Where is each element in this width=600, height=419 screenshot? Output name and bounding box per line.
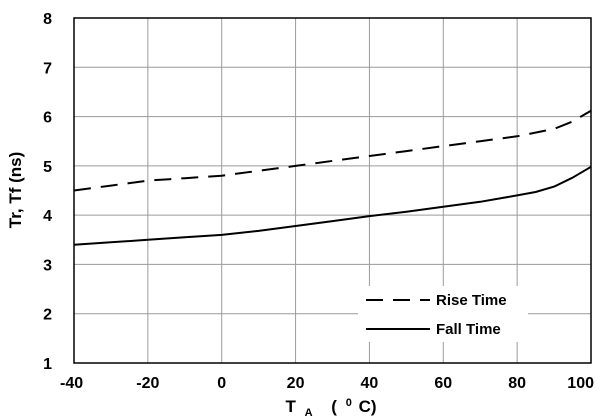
legend: Rise Time Fall Time	[358, 286, 528, 342]
x-axis-title-subscript: A	[305, 407, 313, 419]
y-tick-label: 4	[43, 208, 52, 225]
y-tick-label: 8	[43, 11, 52, 28]
y-tick-label: 6	[43, 110, 52, 127]
series-layer	[73, 109, 592, 246]
x-axis-title-main: T	[285, 397, 296, 416]
grid	[73, 17, 592, 364]
legend-label-rise-time: Rise Time	[436, 292, 507, 309]
y-tick-label: 5	[43, 159, 52, 176]
y-tick-label: 3	[43, 257, 52, 274]
legend-background	[358, 286, 528, 342]
x-tick-label: 60	[434, 375, 452, 392]
y-axis-title: Tr, Tf (ns)	[6, 152, 25, 229]
series-line-rise-time	[73, 109, 592, 192]
x-axis-title-unit-close: C)	[359, 397, 377, 416]
x-tick-label: -20	[136, 375, 159, 392]
y-tick-label: 2	[43, 307, 52, 324]
x-tick-label: 0	[217, 375, 226, 392]
x-tick-label: 20	[287, 375, 305, 392]
x-tick-label: 40	[361, 375, 379, 392]
legend-label-fall-time: Fall Time	[436, 321, 501, 338]
y-tick-label: 7	[43, 60, 52, 77]
y-tick-label: 1	[43, 356, 52, 373]
series-line-fall-time	[73, 165, 592, 246]
x-axis-title-unit-open: (	[331, 397, 337, 416]
x-tick-labels: -40 -20 0 20 40 60 80 100	[60, 375, 594, 392]
x-tick-label: -40	[60, 375, 83, 392]
y-tick-labels: 1 2 3 4 5 6 7 8	[43, 11, 52, 373]
x-tick-label: 100	[567, 375, 594, 392]
x-axis-title-unit-superscript: 0	[346, 397, 352, 409]
x-tick-label: 80	[508, 375, 526, 392]
x-axis-title: T A ( 0 C)	[285, 391, 376, 419]
